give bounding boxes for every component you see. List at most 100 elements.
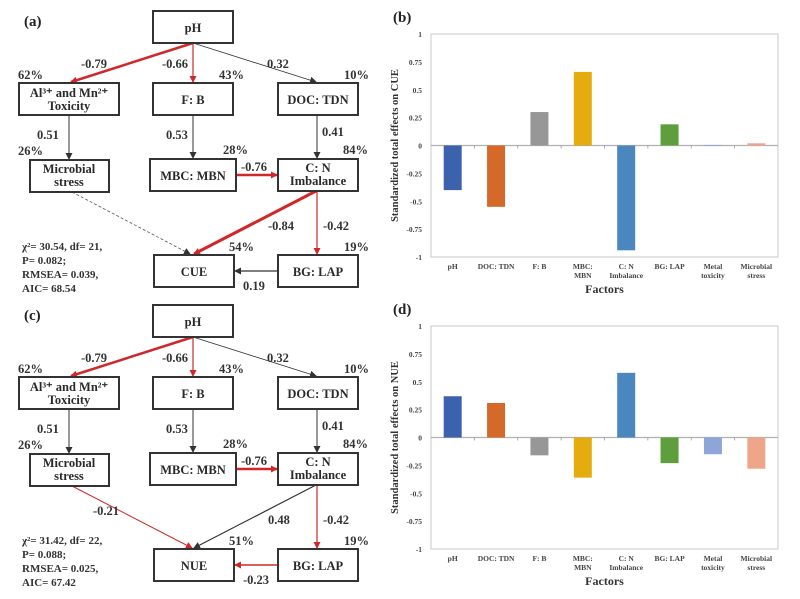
node-toxicity <box>18 82 120 116</box>
node-microbial-stress-label-2: stress <box>54 175 84 189</box>
node-microbial-stress-label: Microbial <box>43 162 96 176</box>
node-bg-label: BG: LAP <box>293 265 344 279</box>
coef-toxicity-microbial: 0.51 <box>37 128 59 142</box>
node-ph-label: pH <box>185 21 202 35</box>
y-tick-label: -0.5 <box>410 197 422 206</box>
y-tick-label: -0.75 <box>406 517 422 526</box>
y-tick-label: 0.75 <box>409 350 422 359</box>
fit-chi-square: χ²= 31.42, df= 22, <box>21 535 102 547</box>
node-ph <box>152 10 234 44</box>
node-ph-label: pH <box>185 315 202 329</box>
node-mbc-mbn <box>149 452 237 486</box>
coef-ph-toxicity: -0.79 <box>81 351 107 365</box>
y-tick-label: 0.25 <box>409 406 422 415</box>
node-outcome <box>153 254 235 288</box>
r2-bg: 19% <box>344 534 369 548</box>
r2-mbc: 28% <box>223 437 248 451</box>
x-category-label: BG: LAP <box>654 554 685 563</box>
coef-microbial-outcome: -0.21 <box>93 504 119 518</box>
node-ph <box>152 304 234 338</box>
r2-microbial-stress: 26% <box>18 438 43 452</box>
y-axis-title: Standardized total effects on CUE <box>390 69 401 222</box>
coef-ph-fb: -0.66 <box>162 57 188 71</box>
x-category-label: Imbalance <box>609 271 643 280</box>
fit-aic: AIC= 67.42 <box>22 577 76 589</box>
y-tick-label: 0 <box>418 142 422 151</box>
x-category-label: MBN <box>574 271 592 280</box>
node-fb-label: F: B <box>181 93 204 107</box>
x-category-label: F: B <box>532 554 546 563</box>
node-mbc-label: MBC: MBN <box>160 169 226 183</box>
y-tick-label: 0.75 <box>409 58 422 67</box>
arrow-microbial-stress-to-cue <box>71 191 191 255</box>
coef-cn-bg: -0.42 <box>323 513 349 527</box>
bar-c-n-imbalance <box>617 145 636 251</box>
node-microbial-stress <box>29 159 110 193</box>
node-microbial-stress-label: Microbial <box>43 456 96 470</box>
coef-fb-mbc: 0.53 <box>166 128 188 142</box>
x-category-label: F: B <box>532 262 546 271</box>
node-cn-label: C: N <box>305 455 330 469</box>
bar-doc-tdn <box>487 145 506 207</box>
fit-rmsea: RMSEA= 0.025, <box>22 563 98 575</box>
x-axis-title: Factors <box>585 282 624 296</box>
y-tick-label: 1 <box>418 322 422 331</box>
x-category-label: pH <box>448 262 458 271</box>
fit-chi-square: χ²= 30.54, df= 21, <box>21 241 102 253</box>
bar-f-b <box>530 112 549 146</box>
bar-c-n-imbalance <box>617 372 636 438</box>
coef-fb-mbc: 0.53 <box>166 422 188 436</box>
coef-cn-bg: -0.42 <box>323 219 349 233</box>
r2-doc: 10% <box>344 362 369 376</box>
node-mbc-mbn <box>149 158 237 192</box>
fit-p-value: P= 0.088; <box>22 549 66 561</box>
x-category-label: Microbial <box>741 262 773 271</box>
r2-toxicity: 62% <box>18 362 43 376</box>
r2-mbc: 28% <box>223 143 248 157</box>
coef-doc-cn: 0.41 <box>322 419 344 433</box>
node-toxicity-label-2: Toxicity <box>48 99 91 113</box>
x-category-label: MBN <box>574 563 592 572</box>
r2-outcome: 51% <box>229 534 254 548</box>
bar-ph <box>443 396 462 438</box>
node-toxicity-label: Al³⁺ and Mn²⁺ <box>30 86 109 100</box>
x-category-label: Imbalance <box>609 563 643 572</box>
path-diagram-cue: (a) pH Al³⁺ and Mn²⁺Toxicity F: B DOC: TDN Mi… <box>18 10 369 295</box>
y-tick-label: 1 <box>418 30 422 39</box>
arrow-ph-to-doc <box>192 336 317 378</box>
node-microbial-stress-label-2: stress <box>54 469 84 483</box>
bar-bg-lap <box>660 124 679 146</box>
bar-metal-toxicity <box>703 144 722 146</box>
r2-cn: 84% <box>343 437 368 451</box>
y-tick-label: 0 <box>418 434 422 443</box>
arrow-cn-to-nue <box>193 484 317 549</box>
x-category-label: BG: LAP <box>654 262 685 271</box>
panel-label: (b) <box>393 10 411 26</box>
bar-mbc-mbn <box>573 437 592 478</box>
y-tick-label: -0.25 <box>406 461 422 470</box>
bar-chart-nue: (d) 1 0.75 0.5 0.25 0 -0.25 -0.5 -0.75 -1 pH DOC: T… <box>390 302 779 588</box>
y-tick-label: -0.25 <box>406 169 422 178</box>
coef-ph-doc: 0.32 <box>267 57 289 71</box>
bar-bg-lap <box>660 437 679 464</box>
bar-chart-cue: (b) 1 0.75 0.5 0.25 0 -0.25 -0.5 -0.75 -1 pH DOC: T… <box>390 10 779 296</box>
r2-toxicity: 62% <box>18 68 43 82</box>
bar-doc-tdn <box>487 402 506 438</box>
arrow-microbial-stress-to-nue <box>71 485 193 549</box>
panel-label: (a) <box>24 14 42 30</box>
bar-mbc-mbn <box>573 71 592 146</box>
node-fb <box>152 82 234 116</box>
coef-ph-doc: 0.32 <box>267 351 289 365</box>
node-doc-label: DOC: TDN <box>287 387 348 401</box>
node-bg-lap <box>277 254 359 288</box>
node-microbial-stress <box>29 453 110 487</box>
node-toxicity-label-2: Toxicity <box>48 393 91 407</box>
node-outcome-label: CUE <box>181 265 207 279</box>
x-category-label: Microbial <box>741 554 773 563</box>
bar-microbial-stress <box>747 437 766 469</box>
bar-metal-toxicity <box>703 437 722 455</box>
coef-cn-outcome: 0.48 <box>268 513 290 527</box>
arrow-ph-to-toxicity <box>70 41 194 84</box>
y-tick-label: 0.5 <box>413 378 423 387</box>
